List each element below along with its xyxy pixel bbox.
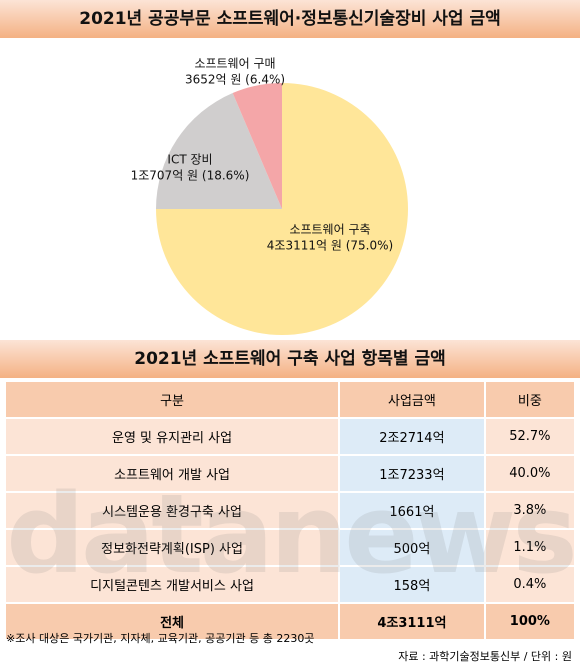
table-row: 디지털콘텐츠 개발서비스 사업 158억 0.4% bbox=[3, 565, 577, 604]
table-row: 시스템운용 환경구축 사업 1661억 3.8% bbox=[3, 491, 577, 530]
table-cell: 1.1% bbox=[483, 528, 577, 567]
table-row: 운영 및 유지관리 사업 2조2714억 52.7% bbox=[3, 417, 577, 456]
chart: 소프트웨어 구축 4조3111억 원 (75.0%) ICT 장비 1조707억 원 … bbox=[131, 57, 408, 335]
table-cell: 사업금액 bbox=[338, 380, 486, 419]
table-row: 소프트웨어 개발 사업 1조7233억 40.0% bbox=[3, 454, 577, 493]
pie-slice bbox=[156, 93, 282, 209]
chart-title: 2021년 공공부문 소프트웨어·정보통신기술장비 사업 금액 bbox=[0, 0, 580, 38]
table-cell: 0.4% bbox=[483, 565, 577, 604]
table-cell: 500억 bbox=[338, 528, 486, 567]
table-row: 전체 4조3111억 100% bbox=[3, 602, 577, 641]
slice-label: ICT 장비 bbox=[167, 153, 212, 167]
source: 자료 : 과학기술정보통신부 / 단위 : 원 bbox=[398, 650, 572, 663]
table-cell: 52.7% bbox=[483, 417, 577, 456]
table-cell: 158억 bbox=[338, 565, 486, 604]
table-row: 정보화전략계획(ISP) 사업 500억 1.1% bbox=[3, 528, 577, 567]
table-cell: 4조3111억 bbox=[338, 602, 486, 641]
table: 구분 사업금액 비중 운영 및 유지관리 사업 2조2714억 52.7% 소프트웨어 개발… bbox=[3, 380, 577, 641]
table-cell: 40.0% bbox=[483, 454, 577, 493]
slice-value: 1조707억 원 (18.6%) bbox=[131, 169, 250, 183]
table-cell: 디지털콘텐츠 개발서비스 사업 bbox=[3, 565, 341, 604]
table-cell: 운영 및 유지관리 사업 bbox=[3, 417, 341, 456]
table-cell: 2조2714억 bbox=[338, 417, 486, 456]
slice-value: 4조3111억 원 (75.0%) bbox=[267, 239, 393, 253]
slice-label: 소프트웨어 구축 bbox=[289, 223, 370, 237]
slice-value: 3652억 원 (6.4%) bbox=[185, 73, 285, 87]
table-cell: 전체 bbox=[3, 602, 341, 641]
table-cell: 3.8% bbox=[483, 491, 577, 530]
footnote: ※조사 대상은 국가기관, 지자체, 교육기관, 공공기관 등 총 2230곳 bbox=[6, 632, 315, 645]
table-header: 구분 사업금액 비중 bbox=[3, 380, 577, 419]
pie-slice bbox=[232, 83, 282, 209]
table-cell: 정보화전략계획(ISP) 사업 bbox=[3, 528, 341, 567]
table-cell: 구분 bbox=[3, 380, 341, 419]
table-cell: 1조7233억 bbox=[338, 454, 486, 493]
table-cell: 비중 bbox=[483, 380, 577, 419]
table-cell: 소프트웨어 개발 사업 bbox=[3, 454, 341, 493]
table-cell: 시스템운용 환경구축 사업 bbox=[3, 491, 341, 530]
table-title: 2021년 소프트웨어 구축 사업 항목별 금액 bbox=[0, 340, 580, 378]
table-cell: 100% bbox=[483, 602, 577, 641]
slice-label: 소프트웨어 구매 bbox=[194, 57, 275, 71]
table-cell: 1661억 bbox=[338, 491, 486, 530]
